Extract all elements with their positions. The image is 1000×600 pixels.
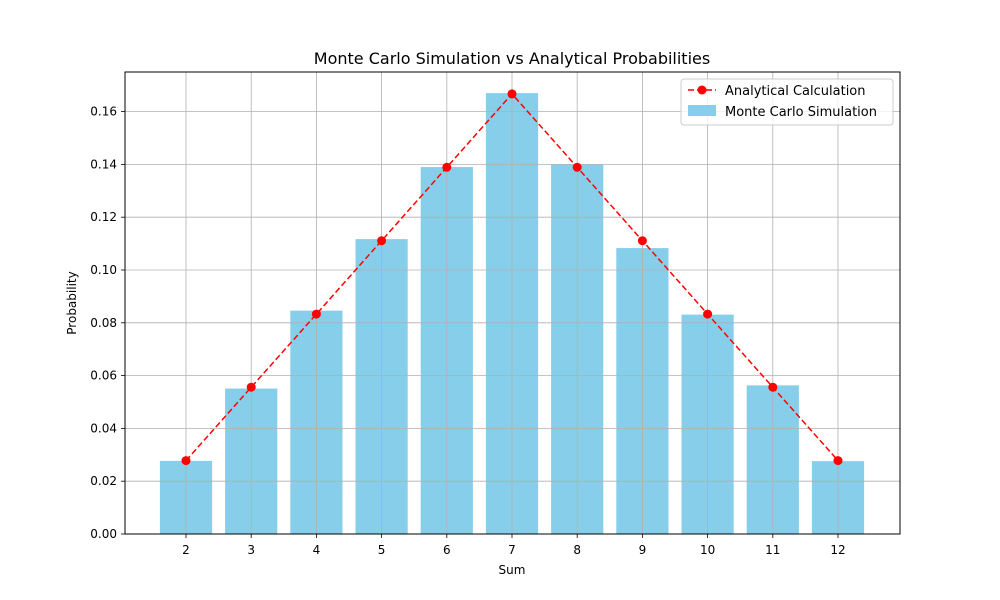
y-tick-label: 0.00 (90, 527, 117, 541)
x-tick-label: 6 (443, 543, 451, 557)
y-axis-label: Probability (65, 271, 79, 334)
x-tick-label: 4 (313, 543, 321, 557)
x-tick-label: 7 (508, 543, 516, 557)
x-axis-label: Sum (499, 563, 526, 577)
analytical-point-sum-10 (703, 309, 713, 319)
legend-label-analytical: Analytical Calculation (725, 84, 866, 99)
legend: Analytical Calculation Monte Carlo Simul… (680, 78, 894, 126)
analytical-point-sum-12 (833, 456, 843, 466)
x-tick-label: 9 (639, 543, 647, 557)
y-axis-ticks: 0.00 0.02 0.04 0.06 0.08 0.10 0.12 0.14 0.16 (90, 105, 125, 541)
analytical-point-sum-9 (637, 236, 647, 246)
y-tick-label: 0.08 (90, 316, 117, 330)
line-series-group (181, 89, 843, 466)
x-axis-ticks: 2 3 4 5 6 7 8 9 10 11 12 (182, 534, 846, 557)
y-tick-label: 0.12 (90, 210, 117, 224)
x-tick-label: 3 (247, 543, 255, 557)
y-tick-label: 0.10 (90, 263, 117, 277)
y-tick-label: 0.06 (90, 369, 117, 383)
analytical-point-sum-3 (246, 382, 256, 392)
x-tick-label: 2 (182, 543, 190, 557)
analytical-point-sum-11 (768, 382, 778, 392)
x-tick-label: 11 (765, 543, 780, 557)
analytical-point-sum-8 (572, 162, 582, 172)
y-tick-label: 0.16 (90, 105, 117, 119)
legend-marker-swatch (697, 85, 707, 95)
y-tick-label: 0.04 (90, 421, 117, 435)
y-tick-label: 0.14 (90, 157, 117, 171)
legend-bar-swatch (688, 105, 716, 116)
x-tick-label: 10 (700, 543, 715, 557)
x-tick-label: 12 (830, 543, 845, 557)
analytical-point-sum-6 (442, 162, 452, 172)
x-tick-label: 8 (573, 543, 581, 557)
analytical-point-sum-7 (507, 89, 517, 99)
plot-frame (124, 71, 901, 535)
y-tick-label: 0.02 (90, 474, 117, 488)
x-tick-label: 5 (378, 543, 386, 557)
analytical-point-sum-5 (377, 236, 387, 246)
analytical-point-sum-2 (181, 456, 191, 466)
legend-box (680, 78, 894, 126)
analytical-point-sum-4 (311, 309, 321, 319)
chart-title: Monte Carlo Simulation vs Analytical Pro… (314, 49, 710, 68)
legend-label-monte-carlo: Monte Carlo Simulation (725, 105, 877, 120)
